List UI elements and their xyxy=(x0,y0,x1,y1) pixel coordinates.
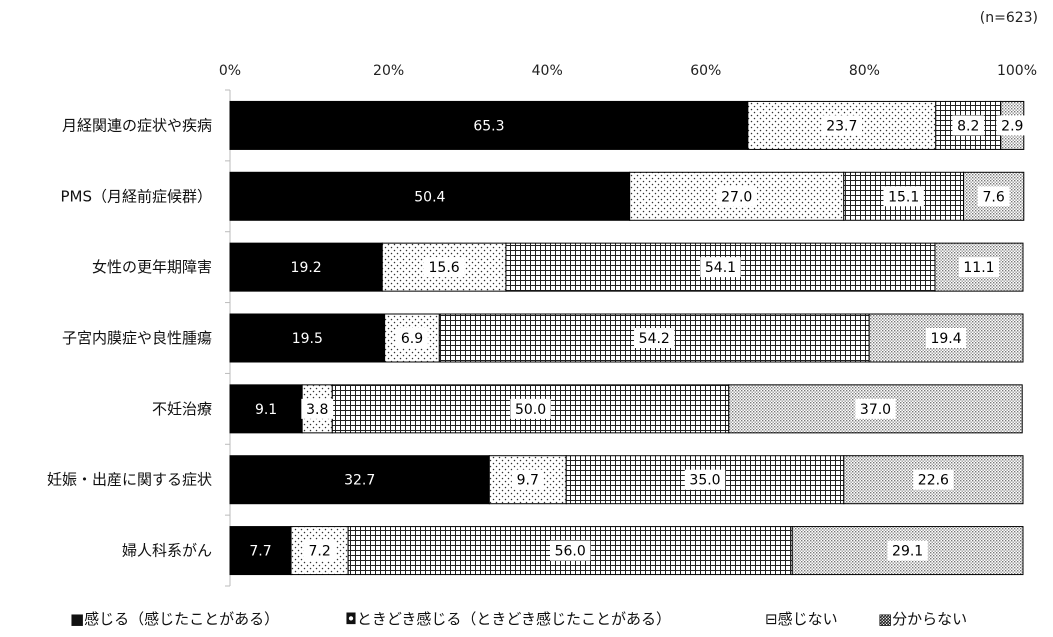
category-label: 妊娠・出産に関する症状 xyxy=(47,471,212,489)
bar-segment xyxy=(229,313,386,363)
x-tick-label: 40% xyxy=(532,63,563,79)
data-label-background xyxy=(925,328,967,348)
data-label: 6.9 xyxy=(401,331,423,347)
data-label: 35.0 xyxy=(689,473,720,489)
data-label-background xyxy=(887,540,928,561)
data-label-background xyxy=(913,469,954,490)
data-label-background xyxy=(716,186,757,207)
data-label-background xyxy=(700,257,741,278)
category-labels: 月経関連の症状や疾病 PMS（月経前症候群） 女性の更年期障害子宮内膜症や良性腫瘍不… xyxy=(47,116,212,559)
data-label: 11.1 xyxy=(963,260,994,276)
data-label: 7.2 xyxy=(308,544,330,560)
data-label: 23.7 xyxy=(826,118,857,134)
data-label-background xyxy=(549,540,591,561)
bar-segment xyxy=(229,242,383,292)
axes xyxy=(225,89,231,587)
data-label-background xyxy=(855,398,896,419)
data-label: 2.9 xyxy=(1001,118,1023,134)
data-label-background xyxy=(883,186,924,207)
category-label: 女性の更年期障害 xyxy=(92,258,212,276)
data-label: 27.0 xyxy=(721,189,752,205)
data-label-background xyxy=(511,469,544,490)
data-label: 54.1 xyxy=(705,260,736,276)
legend-entry: ⊟感じない xyxy=(765,610,838,628)
data-label: 29.1 xyxy=(892,544,923,560)
x-tick-label: 80% xyxy=(849,63,880,79)
data-label: 54.2 xyxy=(639,331,670,347)
bar-segment xyxy=(935,100,1002,150)
data-label-background xyxy=(510,398,551,419)
data-label: 50.4 xyxy=(414,189,445,205)
data-label-background xyxy=(996,115,1029,136)
data-label: 19.5 xyxy=(292,331,323,347)
data-label: 65.3 xyxy=(473,118,504,134)
category-label: PMS（月経前症候群） xyxy=(60,187,212,205)
x-tick-label: 60% xyxy=(690,63,721,79)
bar-segment xyxy=(229,455,490,505)
data-label: 7.6 xyxy=(983,189,1005,205)
data-label-background xyxy=(821,115,862,136)
data-label-background xyxy=(634,328,675,348)
data-label-background xyxy=(958,257,1000,278)
legend-entry: ▩分からない xyxy=(878,610,967,628)
data-label-background xyxy=(684,469,726,490)
legend-entry: ◘ときどき感じる（ときどき感じたことがある） xyxy=(345,610,671,628)
data-label: 22.6 xyxy=(918,473,949,489)
x-tick-label: 20% xyxy=(373,63,404,79)
data-label: 3.8 xyxy=(306,402,328,418)
data-label: 7.7 xyxy=(249,544,271,560)
data-label-background xyxy=(301,398,334,419)
data-label-background xyxy=(952,115,985,136)
bar-segment xyxy=(229,526,292,576)
data-label: 15.1 xyxy=(888,189,919,205)
data-label-background xyxy=(396,328,428,348)
category-label: 子宮内膜症や良性腫瘍 xyxy=(62,329,212,347)
x-axis-ticks: 0% 20% 40% 60% 80% 100% xyxy=(219,63,1037,79)
data-label: 19.4 xyxy=(930,331,961,347)
data-label-background xyxy=(303,540,336,561)
data-label: 9.7 xyxy=(517,473,539,489)
data-label-background xyxy=(977,186,1010,207)
data-label: 15.6 xyxy=(429,260,460,276)
category-label: 月経関連の症状や疾病 xyxy=(62,116,212,134)
legend-entry: ■感じる（感じたことがある） xyxy=(70,610,279,628)
data-label-background xyxy=(423,257,465,278)
data-label: 56.0 xyxy=(555,544,586,560)
data-label: 32.7 xyxy=(344,473,375,489)
data-label: 19.2 xyxy=(291,260,322,276)
bars: 65.3 23.7 8.2 2.9 50.4 27.0 15.1 7.6 19.2 15.6 54.… xyxy=(229,100,1029,576)
sample-size-note: (n=623) xyxy=(980,10,1038,26)
data-label: 8.2 xyxy=(957,118,979,134)
x-tick-label: 100% xyxy=(997,63,1037,79)
x-tick-label: 0% xyxy=(219,63,241,79)
category-label: 婦人科系がん xyxy=(122,542,212,560)
legend: ■感じる（感じたことがある） ◘ときどき感じる（ときどき感じたことがある） ⊟感じな… xyxy=(70,610,967,628)
category-label: 不妊治療 xyxy=(152,400,212,418)
data-label: 37.0 xyxy=(860,402,891,418)
data-label: 9.1 xyxy=(255,402,277,418)
data-label: 50.0 xyxy=(515,402,546,418)
